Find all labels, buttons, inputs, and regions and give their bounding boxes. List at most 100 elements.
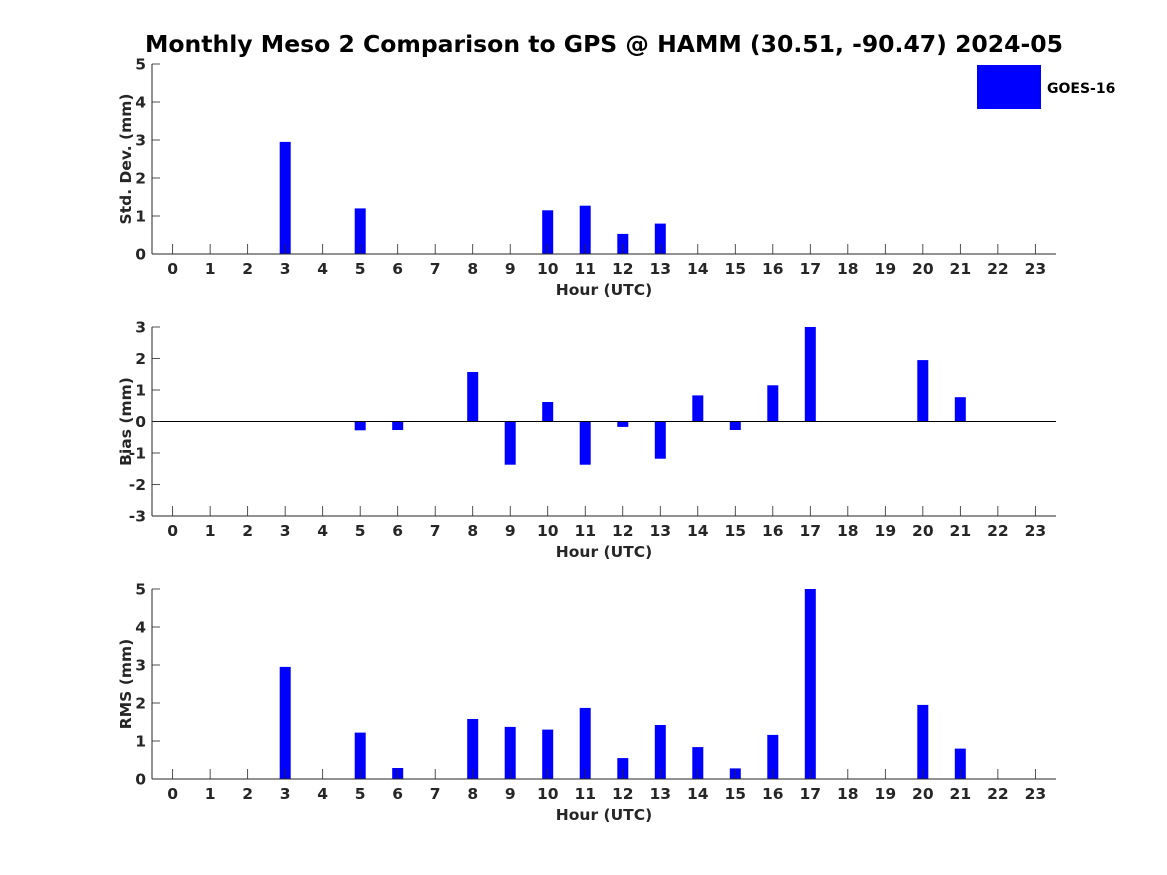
y-tick-label: 3 (135, 132, 146, 150)
x-tick-label: 5 (355, 522, 366, 540)
x-tick-label: 6 (392, 785, 403, 803)
y-tick-label: 1 (135, 382, 146, 400)
x-tick-label: 3 (280, 260, 291, 278)
x-tick-label: 17 (800, 522, 822, 540)
x-tick-label: 21 (950, 785, 972, 803)
legend-swatch (977, 65, 1041, 109)
y-tick-label: 0 (135, 771, 146, 789)
bar-hour-9 (504, 726, 516, 779)
y-axis-label: RMS (mm) (117, 639, 135, 729)
bar-hour-5 (354, 732, 366, 779)
bar-hour-13 (654, 223, 666, 254)
x-tick-label: 18 (837, 260, 859, 278)
x-tick-label: 9 (505, 260, 516, 278)
x-tick-label: 1 (205, 522, 216, 540)
x-tick-label: 5 (355, 260, 366, 278)
x-tick-label: 5 (355, 785, 366, 803)
y-tick-label: 3 (135, 657, 146, 675)
y-tick-label: 4 (135, 94, 146, 112)
bar-hour-17 (804, 327, 816, 422)
y-tick-label: -2 (129, 476, 146, 494)
bar-hour-16 (767, 734, 779, 779)
x-tick-label: 17 (800, 260, 822, 278)
x-tick-label: 16 (762, 260, 784, 278)
x-tick-label: 14 (687, 522, 709, 540)
bar-hour-12 (617, 758, 629, 779)
figure-title: Monthly Meso 2 Comparison to GPS @ HAMM … (145, 30, 1063, 58)
x-tick-label: 13 (649, 260, 671, 278)
x-tick-label: 8 (467, 785, 478, 803)
chart-panel-3: 0 1 2 3 4 5 6 7 8 9 10 11 12 13 14 15 16 17 18 19 20 21 22 2301… (117, 581, 1056, 824)
y-tick-label: 2 (135, 695, 146, 713)
x-tick-label: 22 (987, 260, 1009, 278)
y-tick-label: 3 (135, 319, 146, 337)
y-tick-label: 4 (135, 619, 146, 637)
x-tick-label: 11 (574, 785, 596, 803)
bar-hour-8 (467, 372, 479, 422)
bar-hour-21 (954, 748, 966, 779)
x-tick-label: 16 (762, 522, 784, 540)
x-tick-label: 15 (724, 522, 746, 540)
x-tick-label: 0 (167, 785, 178, 803)
x-tick-label: 23 (1025, 522, 1047, 540)
x-tick-label: 22 (987, 785, 1009, 803)
bar-hour-8 (467, 719, 479, 779)
x-tick-label: 23 (1025, 260, 1047, 278)
x-tick-label: 16 (762, 785, 784, 803)
x-tick-label: 14 (687, 260, 709, 278)
x-tick-label: 9 (505, 522, 516, 540)
x-tick-label: 6 (392, 260, 403, 278)
bar-hour-20 (917, 360, 929, 422)
x-tick-label: 10 (537, 785, 559, 803)
bar-hour-12 (617, 421, 629, 427)
bar-hour-14 (692, 395, 704, 422)
x-tick-label: 7 (430, 785, 441, 803)
bar-hour-11 (579, 421, 591, 465)
x-tick-label: 4 (317, 260, 328, 278)
x-tick-label: 17 (800, 785, 822, 803)
x-tick-label: 1 (205, 785, 216, 803)
bar-hour-9 (504, 421, 516, 465)
x-tick-label: 21 (950, 522, 972, 540)
y-tick-label: 1 (135, 733, 146, 751)
y-tick-label: 0 (135, 413, 146, 431)
x-tick-label: 2 (242, 785, 253, 803)
chart-panel-1: 0 1 2 3 4 5 6 7 8 9 10 11 12 13 14 15 16 17 18 19 20 21 22 2301… (117, 56, 1056, 299)
y-tick-label: 5 (135, 581, 146, 599)
y-tick-label: 0 (135, 246, 146, 264)
x-tick-label: 7 (430, 260, 441, 278)
bar-hour-13 (654, 725, 666, 779)
x-tick-label: 7 (430, 522, 441, 540)
y-tick-label: 5 (135, 56, 146, 74)
x-axis-label: Hour (UTC) (556, 281, 652, 299)
x-tick-label: 8 (467, 522, 478, 540)
bar-hour-11 (579, 205, 591, 254)
x-tick-label: 0 (167, 522, 178, 540)
bar-hour-12 (617, 233, 629, 254)
bar-hour-15 (729, 421, 741, 430)
x-axis-label: Hour (UTC) (556, 806, 652, 824)
chart-panel-2: 0 1 2 3 4 5 6 7 8 9 10 11 12 13 14 15 16 17 18 19 20 21 22 23-3… (117, 319, 1056, 561)
y-axis-label: Std. Dev. (mm) (117, 94, 135, 225)
x-tick-label: 19 (875, 785, 897, 803)
x-tick-label: 15 (724, 260, 746, 278)
bar-hour-17 (804, 589, 816, 779)
bar-hour-21 (954, 397, 966, 422)
bar-hour-10 (542, 729, 554, 779)
y-tick-label: 1 (135, 208, 146, 226)
bar-hour-13 (654, 421, 666, 459)
bar-hour-10 (542, 210, 554, 254)
x-tick-label: 12 (612, 785, 634, 803)
x-tick-label: 8 (467, 260, 478, 278)
x-tick-label: 11 (574, 522, 596, 540)
x-tick-label: 10 (537, 522, 559, 540)
bar-hour-5 (354, 208, 366, 254)
bar-hour-16 (767, 385, 779, 422)
y-tick-label: -1 (129, 445, 146, 463)
x-tick-label: 0 (167, 260, 178, 278)
bar-hour-14 (692, 747, 704, 779)
bar-hour-11 (579, 707, 591, 779)
bar-hour-10 (542, 402, 554, 422)
x-tick-label: 2 (242, 522, 253, 540)
x-tick-label: 1 (205, 260, 216, 278)
